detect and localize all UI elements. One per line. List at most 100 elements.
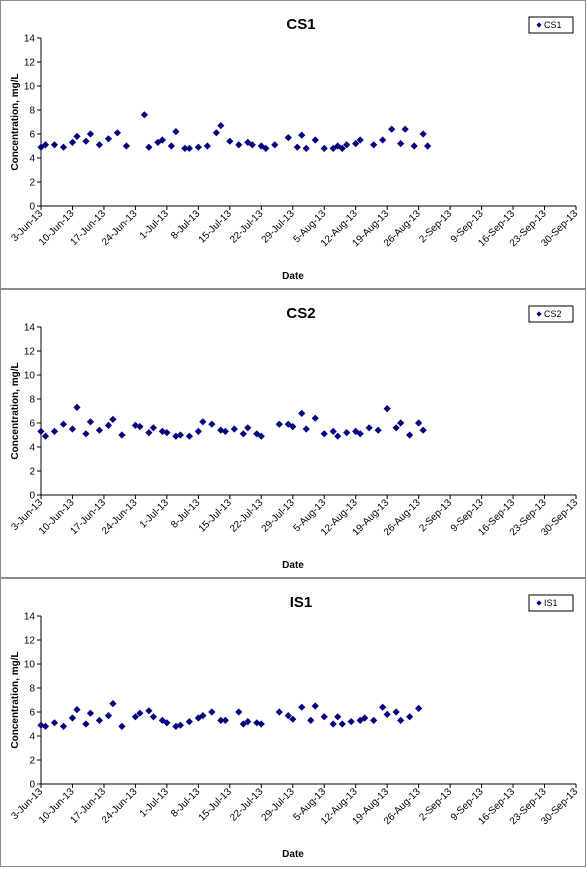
data-point	[217, 122, 225, 130]
data-point	[338, 144, 346, 152]
data-point	[86, 709, 95, 717]
data-point	[104, 135, 113, 143]
data-point	[172, 432, 180, 440]
data-point	[50, 719, 59, 727]
y-tick-label: 4	[29, 443, 35, 454]
data-point	[379, 703, 387, 711]
data-point	[311, 136, 319, 144]
x-axis-label: Date	[282, 271, 304, 282]
x-tick-label: 15-Jul-13	[197, 786, 235, 824]
x-tick-label: 2-Sep-13	[417, 497, 454, 534]
data-point	[50, 141, 59, 149]
y-tick-label: 4	[29, 732, 35, 743]
x-axis-label: Date	[282, 849, 304, 860]
data-point	[275, 420, 283, 428]
data-point	[145, 143, 153, 151]
x-tick-label: 22-Jul-13	[228, 786, 266, 824]
data-point	[59, 143, 68, 151]
data-point	[212, 129, 220, 137]
data-point	[419, 426, 427, 434]
data-point	[82, 720, 90, 728]
data-point	[221, 716, 229, 724]
y-tick-label: 6	[29, 708, 35, 719]
y-tick-label: 2	[29, 467, 35, 478]
y-tick-label: 12	[24, 347, 36, 358]
data-point	[59, 420, 68, 428]
legend-box	[528, 305, 574, 323]
data-point	[118, 431, 126, 439]
data-point	[397, 419, 405, 427]
data-point	[298, 703, 306, 711]
data-point	[235, 708, 243, 716]
data-point	[352, 140, 360, 148]
data-point	[122, 142, 131, 150]
data-point	[424, 142, 432, 150]
data-point	[343, 429, 351, 437]
data-point	[163, 719, 171, 727]
data-point	[383, 710, 391, 718]
data-point	[208, 420, 216, 428]
data-point	[253, 430, 261, 438]
data-point	[302, 144, 310, 152]
data-point	[257, 720, 265, 728]
y-tick-label: 2	[29, 178, 35, 189]
data-point	[388, 125, 396, 133]
y-tick-label: 14	[24, 323, 36, 334]
data-point	[68, 714, 77, 722]
y-tick-label: 6	[29, 419, 35, 430]
data-point	[257, 432, 265, 440]
chart-svg-cs2: CS2024681012143-Jun-1310-Jun-1317-Jun-13…	[9, 305, 580, 571]
data-point	[406, 431, 414, 439]
legend-label: CS1	[544, 20, 562, 30]
y-axis-label: Concentration, mg/L	[10, 651, 21, 748]
data-point	[194, 427, 202, 435]
data-point	[307, 716, 315, 724]
data-point	[406, 713, 414, 721]
x-tick-label: 29-Jul-13	[260, 786, 298, 824]
data-point	[334, 432, 342, 440]
y-tick-label: 0	[29, 780, 35, 791]
data-point	[68, 138, 77, 146]
data-point	[203, 142, 211, 150]
data-point	[289, 715, 297, 723]
data-point	[415, 419, 423, 427]
data-point	[82, 430, 90, 438]
y-tick-label: 8	[29, 106, 35, 117]
chart-title-cs2: CS2	[286, 305, 315, 322]
data-point	[298, 409, 306, 417]
x-tick-label: 22-Jul-13	[228, 497, 266, 535]
y-tick-label: 12	[24, 636, 36, 647]
legend-label: CS2	[544, 309, 562, 319]
data-point	[410, 142, 418, 150]
chart-title-is1: IS1	[290, 594, 313, 611]
data-point	[68, 425, 77, 433]
data-point	[370, 716, 378, 724]
data-point	[383, 405, 391, 413]
x-tick-label: 29-Jul-13	[260, 497, 298, 535]
data-point	[239, 430, 247, 438]
y-tick-label: 6	[29, 130, 35, 141]
data-point	[50, 427, 59, 435]
data-point	[208, 708, 216, 716]
x-tick-label: 15-Jul-13	[197, 497, 235, 535]
data-point	[149, 424, 157, 432]
data-point	[95, 426, 104, 434]
chart-title-cs1: CS1	[286, 16, 315, 33]
data-point	[392, 424, 400, 432]
data-point	[329, 427, 337, 435]
data-point	[37, 427, 45, 435]
x-tick-label: 2-Sep-13	[417, 208, 454, 245]
data-point	[82, 137, 90, 145]
data-point	[185, 718, 193, 726]
data-point	[185, 432, 193, 440]
data-point	[104, 421, 113, 429]
x-tick-label: 22-Jul-13	[228, 208, 266, 246]
data-point	[284, 134, 292, 142]
data-point	[334, 713, 342, 721]
data-point	[41, 141, 50, 149]
data-point	[302, 425, 310, 433]
data-point	[230, 425, 238, 433]
data-point	[109, 415, 117, 423]
data-point	[397, 140, 405, 148]
data-point	[271, 141, 279, 149]
